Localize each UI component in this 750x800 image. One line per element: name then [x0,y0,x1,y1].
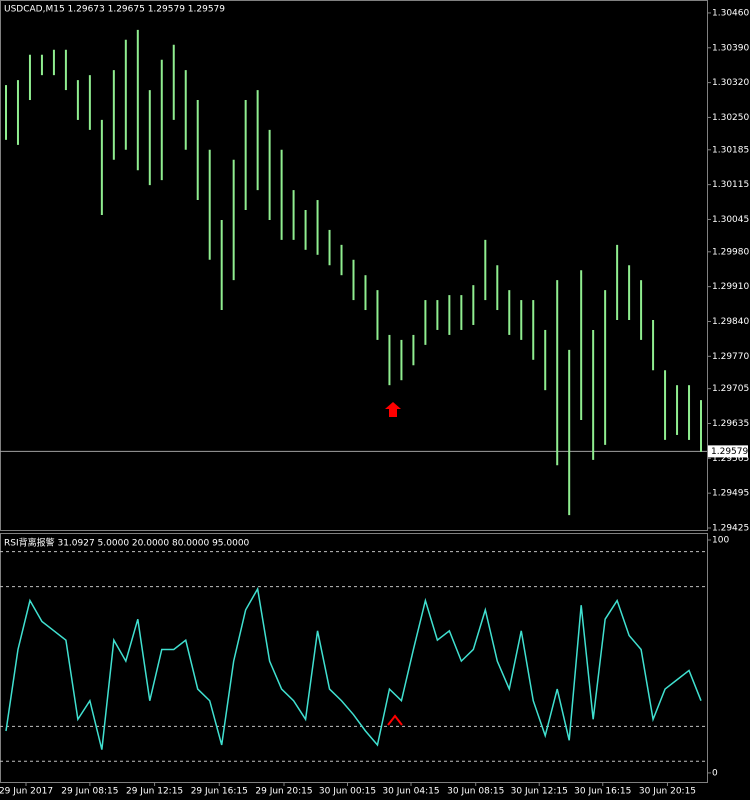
y-tick-label: 1.30045 [712,215,749,225]
rsi-title: RSI背离报警 31.0927 5.0000 20.0000 80.0000 9… [4,537,250,549]
x-tick-label: 29 Jun 2017 [0,787,53,797]
x-tick-label: 30 Jun 00:15 [319,787,376,797]
x-tick-label: 29 Jun 12:15 [126,787,183,797]
y-tick-label: 1.29565 [712,454,749,464]
x-tick-label: 29 Jun 20:15 [255,787,312,797]
x-tick-label: 30 Jun 08:15 [447,787,504,797]
y-tick-label: 0 [712,768,718,778]
y-tick-label: 1.30115 [712,180,749,190]
y-tick-label: 1.29705 [712,384,749,394]
y-tick-label: 1.29910 [712,282,749,292]
y-tick-label: 100 [712,535,729,545]
y-tick-label: 1.29425 [712,524,749,534]
signal-arrow [385,402,401,417]
x-tick-label: 29 Jun 08:15 [61,787,118,797]
y-tick-label: 1.29495 [712,489,749,499]
y-tick-label: 1.29840 [712,317,749,327]
x-tick-label: 30 Jun 04:15 [382,787,439,797]
symbol-header: USDCAD,M15 1.29673 1.29675 1.29579 1.295… [4,5,225,15]
y-tick-label: 1.30320 [712,78,749,88]
price-label-box [708,445,748,458]
x-tick-label: 30 Jun 20:15 [639,787,696,797]
rsi-signal [387,714,403,726]
y-tick-label: 1.30250 [712,113,749,123]
x-tick-label: 30 Jun 16:15 [574,787,631,797]
x-tick-label: 29 Jun 16:15 [191,787,248,797]
rsi-line [5,586,702,750]
price-label: 1.29579 [711,447,748,457]
y-tick-label: 1.30390 [712,43,749,53]
y-tick-label: 1.29980 [712,247,749,257]
y-tick-label: 1.29635 [712,419,749,429]
x-tick-label: 30 Jun 12:15 [511,787,568,797]
y-tick-label: 1.29770 [712,352,749,362]
rsi-panel [0,533,708,783]
y-tick-label: 1.30460 [712,8,749,18]
y-tick-label: 1.30185 [712,145,749,155]
